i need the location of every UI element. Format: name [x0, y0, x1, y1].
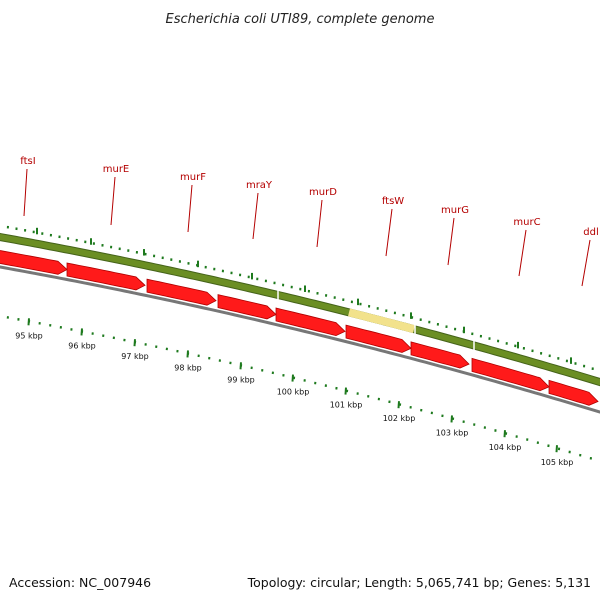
accession-text: Accession: NC_007946	[9, 575, 151, 590]
gene-leader-line	[252, 192, 259, 240]
green-track-highlight	[348, 308, 416, 334]
gene-arrow	[66, 262, 146, 291]
gene-leader-line	[23, 168, 28, 217]
gene-leader-line	[187, 184, 193, 233]
kbp-major-tick	[27, 318, 30, 326]
gene-arrow	[0, 250, 68, 275]
outer-tick-row	[6, 225, 594, 370]
gene-label-murG: murG	[441, 205, 469, 216]
gene-label-mraY: mraY	[246, 180, 273, 191]
gene-track-green	[0, 232, 600, 387]
gene-arrow	[471, 357, 550, 392]
kbp-label: 100 kbp	[277, 388, 310, 397]
kbp-label: 96 kbp	[68, 342, 96, 351]
kbp-major-tick	[397, 401, 400, 409]
gene-arrow	[345, 324, 412, 353]
kbp-major-tick	[186, 350, 189, 358]
kbp-label-layer: 95 kbp 96 kbp 97 kbp 98 kbp 99 kbp 100 kbp 101…	[15, 331, 573, 467]
kbp-major-tick	[291, 374, 294, 382]
gene-arrow	[146, 278, 217, 306]
kbp-label: 98 kbp	[174, 364, 202, 373]
genome-backbone	[0, 265, 600, 414]
gene-label-murC: murC	[513, 217, 540, 228]
gene-arrow	[217, 294, 277, 320]
kbp-label: 95 kbp	[15, 331, 43, 340]
kbp-major-tick	[80, 328, 83, 336]
gene-label-layer: ftsI murE murF mraY murD ftsW murG murC ddl	[20, 156, 599, 287]
gene-arrow	[275, 307, 346, 337]
kbp-label: 101 kbp	[330, 401, 363, 410]
gene-leader-line	[385, 208, 393, 257]
map-title: Escherichia coli UTI89, complete genome	[166, 12, 435, 27]
kbp-major-tick	[344, 387, 347, 395]
kbp-major-tick	[555, 445, 558, 453]
gene-leader-line	[518, 229, 527, 277]
gene-label-murF: murF	[180, 172, 206, 183]
genome-summary-text: Topology: circular; Length: 5,065,741 bp…	[247, 575, 591, 590]
gene-label-murE: murE	[103, 164, 130, 175]
gene-label-murD: murD	[309, 187, 337, 198]
kbp-label: 104 kbp	[489, 443, 522, 452]
kbp-major-tick	[503, 430, 506, 438]
kbp-major-tick	[133, 339, 136, 347]
gene-label-ftsI: ftsI	[20, 156, 35, 167]
kbp-label: 105 kbp	[541, 458, 574, 467]
kbp-label: 102 kbp	[383, 414, 416, 423]
gene-leader-line	[581, 239, 591, 287]
kbp-label: 103 kbp	[436, 428, 469, 437]
gene-leader-line	[447, 217, 455, 266]
gene-arrow-track	[0, 250, 599, 406]
kbp-label: 99 kbp	[227, 375, 255, 384]
gene-leader-line	[316, 199, 323, 248]
gene-leader-line	[110, 176, 116, 226]
gene-arrow	[548, 379, 599, 406]
kbp-label: 97 kbp	[121, 352, 149, 361]
green-track-fill	[0, 233, 600, 386]
kbp-major-tick	[450, 415, 453, 423]
gene-label-ftsW: ftsW	[382, 196, 404, 207]
gene-label-ddl: ddl	[583, 227, 598, 238]
kbp-major-tick	[239, 362, 242, 370]
kbp-tick-row	[6, 316, 592, 460]
green-track-edge	[0, 232, 600, 387]
gene-arrow	[410, 341, 470, 369]
